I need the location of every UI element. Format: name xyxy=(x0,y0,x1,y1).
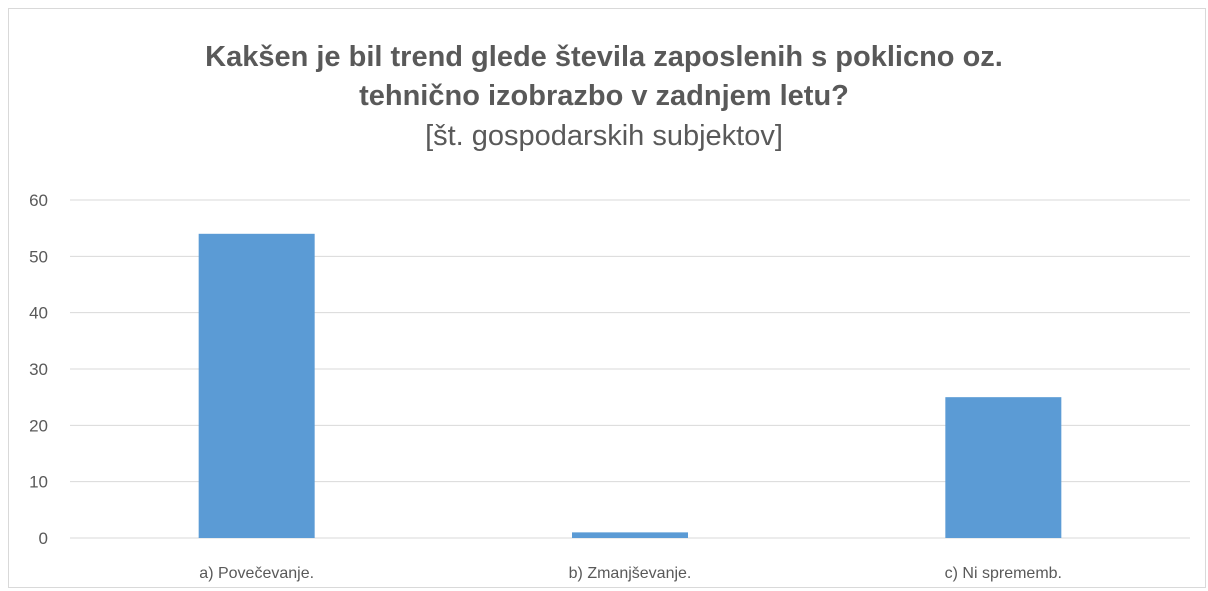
chart-title-line-2: tehnično izobrazbo v zadnjem letu? xyxy=(359,80,849,112)
y-tick-label-40: 40 xyxy=(29,304,48,323)
bar-1 xyxy=(198,233,315,539)
x-category-label-3: c) Ni sprememb. xyxy=(945,565,1062,582)
y-tick-label-50: 50 xyxy=(29,247,48,266)
x-axis-categories: a) Povečevanje. b) Zmanjševanje. c) Ni spr… xyxy=(199,565,1062,582)
y-axis-ticks: 0 10 20 30 40 50 60 xyxy=(29,191,48,548)
y-tick-label-0: 0 xyxy=(39,529,48,548)
bar-3 xyxy=(945,397,1062,538)
x-category-label-1: a) Povečevanje. xyxy=(199,565,314,582)
x-category-label-2: b) Zmanjševanje. xyxy=(569,565,692,582)
chart-subtitle: [št. gospodarskih subjektov] xyxy=(425,120,783,152)
y-tick-label-30: 30 xyxy=(29,360,48,379)
chart-title-line-1: Kakšen je bil trend glede števila zaposl… xyxy=(205,41,1003,73)
bar-2 xyxy=(572,532,688,538)
bars xyxy=(198,233,1062,539)
y-tick-label-60: 60 xyxy=(29,191,48,210)
y-tick-label-10: 10 xyxy=(29,473,48,492)
chart-title-block: Kakšen je bil trend glede števila zaposl… xyxy=(0,38,1208,156)
y-tick-label-20: 20 xyxy=(29,416,48,435)
